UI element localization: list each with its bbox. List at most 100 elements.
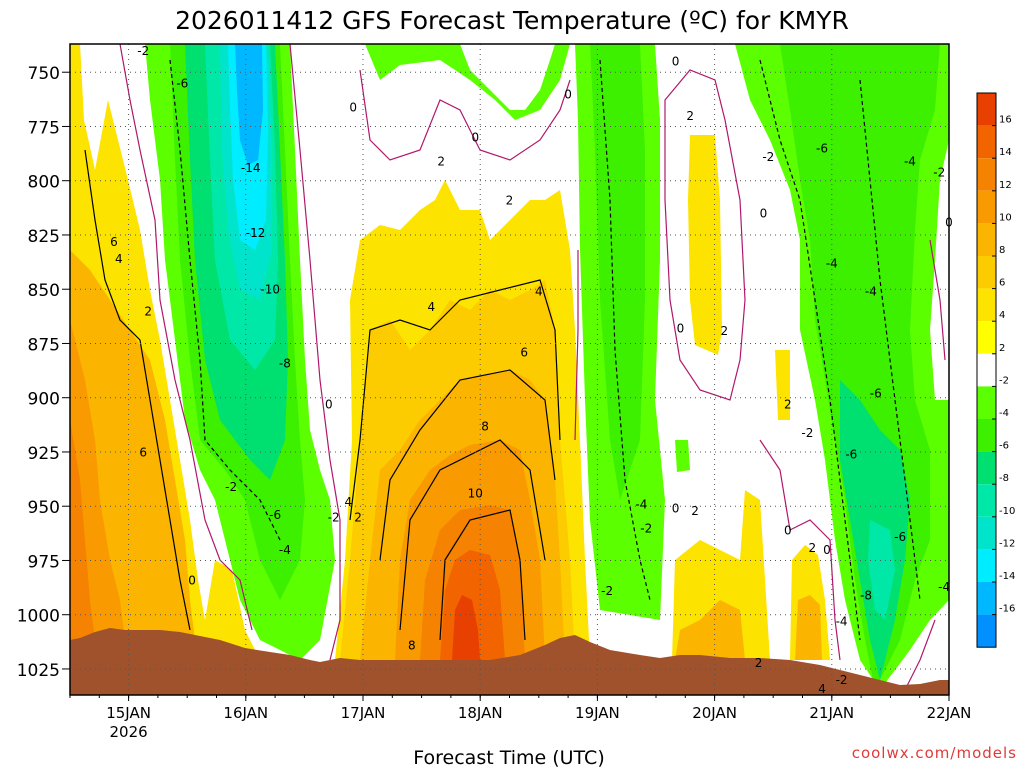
warm-region-17-18jan-g (452, 595, 480, 660)
contour-label: 6 (110, 235, 118, 249)
contour-label: -6 (845, 447, 857, 461)
x-axis-label: Forecast Time (UTC) (413, 747, 604, 768)
contour-label: 0 (945, 215, 953, 229)
colorbar: 16 14 12 10 8 6 4 2 -2 -4 -6 -8 -10 -12 -14 -16 (976, 92, 1015, 648)
chart-title: 2026011412 GFS Forecast Temperature (ºC)… (175, 6, 849, 35)
contour-label: -4 (904, 155, 916, 169)
contour-label: -2 (225, 480, 237, 494)
contour-label: 0 (471, 131, 479, 145)
contour-label: 0 (784, 523, 792, 537)
contour-dashed-line (169, 59, 281, 541)
contour-label: 8 (408, 638, 416, 652)
y-tick-label: 1025 (17, 661, 60, 681)
colorbar-border (976, 92, 997, 648)
contour-label: -6 (269, 508, 281, 522)
contour-label: -10 (260, 283, 280, 297)
colorbar-label: 12 (999, 180, 1012, 191)
colorbar-label: 2 (999, 343, 1005, 354)
contour-lines (84, 44, 946, 691)
contour-label: 0 (760, 207, 768, 221)
contour-label: -6 (176, 76, 188, 90)
contour-label: -2 (640, 521, 652, 535)
contour-label: -4 (865, 285, 877, 299)
contour-label: 2 (506, 194, 514, 208)
contour-label: 0 (188, 573, 196, 587)
x-tick-label: 15JAN (106, 704, 151, 722)
colorbar-swatch (977, 582, 996, 615)
contour-label: 0 (349, 100, 357, 114)
contour-label: 0 (325, 398, 333, 412)
warm-region-20jan-lower-b (675, 600, 745, 660)
warm-region-21jan-small (775, 350, 790, 420)
contour-solid-line (439, 509, 526, 641)
contour-label: 4 (115, 252, 123, 266)
colorbar-swatch (977, 190, 996, 224)
contour-label: 0 (564, 87, 572, 101)
contour-label: 0 (672, 502, 680, 516)
contour-label: 2 (354, 510, 362, 524)
y-tick-label: 775 (28, 118, 60, 138)
contour-label: 0 (672, 55, 680, 69)
colorbar-label: -4 (999, 408, 1009, 419)
contour-label: 0 (677, 322, 685, 336)
warm-region-20jan-upper (688, 135, 722, 355)
contour-dashed-line (859, 79, 921, 601)
contour-label: -4 (635, 497, 647, 511)
contour-label: -4 (279, 543, 291, 557)
y-tick-label: 750 (28, 64, 60, 84)
colorbar-label: -8 (999, 473, 1009, 484)
contour-label: -2 (137, 44, 149, 58)
contour-zero-line (929, 239, 946, 361)
colorbar-label: -2 (999, 375, 1009, 386)
y-tick-label: 975 (28, 552, 60, 572)
cold-region-21jan-d (868, 520, 895, 620)
contour-label: 2 (808, 541, 816, 555)
x-tick-label: 18JAN (458, 704, 503, 722)
contour-label: 2 (784, 398, 792, 412)
contour-label: -8 (860, 589, 872, 603)
contour-label: -6 (870, 387, 882, 401)
contour-label: -4 (938, 580, 950, 594)
colorbar-label: -12 (999, 538, 1015, 549)
x-tick-label: 16JAN (223, 704, 268, 722)
contour-label: -4 (836, 615, 848, 629)
colorbar-swatch (977, 516, 996, 550)
x-tick-label: 21JAN (809, 704, 854, 722)
warm-region-20jan-lower (672, 490, 770, 660)
contour-label: 2 (691, 504, 699, 518)
warm-region-15jan-hot (70, 420, 95, 650)
y-tick-label: 925 (28, 444, 60, 464)
y-axis: 750 775 800 825 850 875 900 925 950 975 1000 1025 (17, 64, 70, 681)
contour-label: 0 (823, 543, 831, 557)
contour-zero-line (904, 619, 936, 691)
colorbar-swatch (977, 484, 996, 517)
contour-label: -8 (279, 356, 291, 370)
colorbar-swatch (977, 223, 996, 256)
contour-label: 6 (520, 345, 528, 359)
colorbar-swatch (977, 451, 996, 485)
plot-fill (70, 44, 949, 695)
contour-zero-line (759, 439, 841, 661)
cold-region-19jan-b (590, 44, 645, 500)
colorbar-label: 8 (999, 245, 1005, 256)
colorbar-label: -6 (999, 441, 1009, 452)
contour-label: -2 (836, 673, 848, 687)
contour-label: -2 (933, 165, 945, 179)
y-tick-label: 900 (28, 390, 60, 410)
colorbar-swatch (977, 321, 996, 354)
colorbar-label: -14 (999, 571, 1015, 582)
y-tick-label: 950 (28, 498, 60, 518)
credit-link[interactable]: coolwx.com/models (852, 744, 1017, 762)
contour-label: -2 (801, 426, 813, 440)
x-tick-sublabel: 2026 (110, 723, 148, 741)
colorbar-swatch (977, 158, 996, 191)
contour-label: -2 (328, 510, 340, 524)
contour-label: 4 (345, 495, 353, 509)
colorbar-label: 16 (999, 115, 1012, 126)
contour-label: -2 (762, 150, 774, 164)
contour-label: -14 (241, 161, 261, 175)
cold-region-16jan-g (235, 44, 263, 165)
cold-region-upper-17jan (365, 44, 570, 120)
